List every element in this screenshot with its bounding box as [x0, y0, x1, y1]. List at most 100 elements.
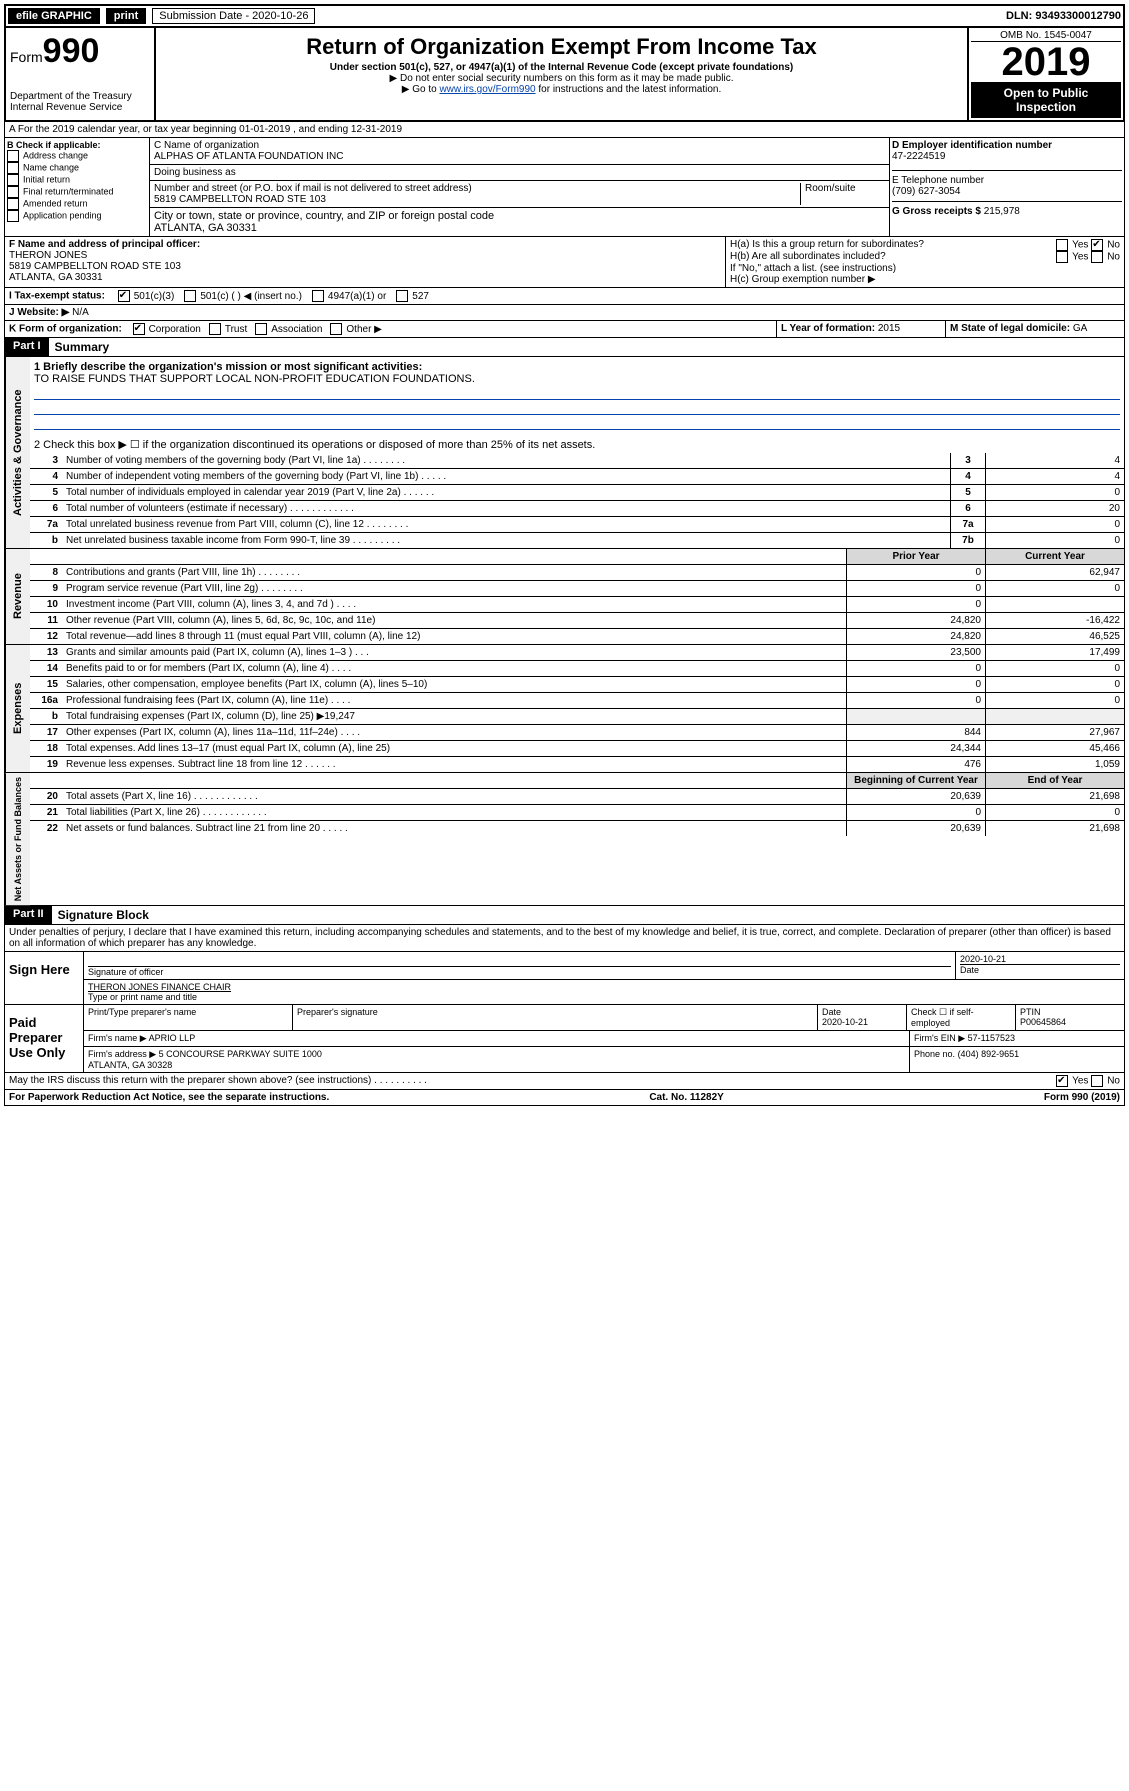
prior-val: 0	[846, 581, 985, 596]
summary-rev: Revenue Prior Year Current Year 8 Contri…	[4, 549, 1125, 645]
officer-label: F Name and address of principal officer:	[9, 239, 721, 250]
current-val: 0	[985, 581, 1124, 596]
efile-badge: efile GRAPHIC	[8, 8, 100, 24]
checkbox-label: Amended return	[23, 198, 88, 208]
hc-label: H(c) Group exemption number ▶	[730, 274, 1120, 285]
status-checkbox[interactable]	[118, 290, 130, 302]
status-checkbox[interactable]	[396, 290, 408, 302]
current-val: 0	[985, 805, 1124, 820]
prep-date-h: Date	[822, 1007, 841, 1017]
line-num: 5	[30, 485, 62, 500]
discuss-no[interactable]	[1091, 1075, 1103, 1087]
print-button[interactable]: print	[106, 8, 146, 24]
section-j: J Website: ▶ N/A	[4, 305, 1125, 321]
col-current: Current Year	[985, 549, 1124, 564]
underline	[34, 402, 1120, 415]
firm-ein: 57-1157523	[968, 1033, 1015, 1043]
line-text: Other expenses (Part IX, column (A), lin…	[62, 725, 846, 740]
part1-title: Summary	[49, 338, 116, 356]
discuss-yes-text: Yes	[1072, 1076, 1088, 1087]
prior-val: 20,639	[846, 789, 985, 804]
line-num: 12	[30, 629, 62, 644]
summary-net: Net Assets or Fund Balances Beginning of…	[4, 773, 1125, 906]
line-num: 7a	[30, 517, 62, 532]
status-opt: 501(c)(3)	[134, 291, 175, 302]
hb-yes[interactable]	[1056, 251, 1068, 263]
current-val: 45,466	[985, 741, 1124, 756]
prior-val: 0	[846, 597, 985, 612]
status-checkbox[interactable]	[312, 290, 324, 302]
note2-pre: ▶ Go to	[402, 84, 440, 95]
line-box: 7a	[950, 517, 985, 532]
checkbox[interactable]	[7, 174, 19, 186]
sign-name-label: Type or print name and title	[88, 992, 1120, 1002]
section-bcd: B Check if applicable: Address changeNam…	[4, 138, 1125, 237]
form-note2: ▶ Go to www.irs.gov/Form990 for instruct…	[160, 84, 963, 95]
firm-addr-l: Firm's address ▶	[88, 1049, 156, 1059]
no-text: No	[1107, 240, 1120, 251]
discuss-yes[interactable]	[1056, 1075, 1068, 1087]
org-checkbox[interactable]	[255, 323, 267, 335]
org-checkbox[interactable]	[209, 323, 221, 335]
current-val: 17,499	[985, 645, 1124, 660]
line-val: 0	[985, 517, 1124, 532]
line-val: 20	[985, 501, 1124, 516]
vert-exp: Expenses	[5, 645, 30, 772]
checkbox[interactable]	[7, 150, 19, 162]
ha-no[interactable]	[1091, 239, 1103, 251]
form990-link[interactable]: www.irs.gov/Form990	[439, 84, 535, 95]
org-checkbox[interactable]	[133, 323, 145, 335]
vert-net: Net Assets or Fund Balances	[5, 773, 30, 905]
line-num: 4	[30, 469, 62, 484]
prior-val: 844	[846, 725, 985, 740]
hb-no[interactable]	[1091, 251, 1103, 263]
checkbox[interactable]	[7, 186, 19, 198]
tax-year: 2019	[971, 42, 1121, 82]
status-checkbox[interactable]	[184, 290, 196, 302]
prior-val: 24,344	[846, 741, 985, 756]
city: ATLANTA, GA 30331	[154, 222, 885, 234]
line-box: 5	[950, 485, 985, 500]
checkbox[interactable]	[7, 210, 19, 222]
status-opt: 501(c) ( ) ◀ (insert no.)	[200, 291, 302, 302]
line-num: 22	[30, 821, 62, 836]
line-val: 4	[985, 453, 1124, 468]
checkbox[interactable]	[7, 162, 19, 174]
ha-label: H(a) Is this a group return for subordin…	[730, 239, 924, 251]
part2-title: Signature Block	[52, 906, 155, 924]
form-note1: ▶ Do not enter social security numbers o…	[160, 73, 963, 84]
line-val: 0	[985, 485, 1124, 500]
section-klm: K Form of organization: CorporationTrust…	[4, 321, 1125, 338]
underline	[34, 387, 1120, 400]
line-num: 20	[30, 789, 62, 804]
current-val: 1,059	[985, 757, 1124, 772]
ha-yes[interactable]	[1056, 239, 1068, 251]
box-c: C Name of organization ALPHAS OF ATLANTA…	[150, 138, 890, 236]
paperwork: For Paperwork Reduction Act Notice, see …	[9, 1092, 329, 1103]
prep-sig-h: Preparer's signature	[293, 1005, 818, 1030]
note2-post: for instructions and the latest informat…	[536, 84, 722, 95]
line-text: Total unrelated business revenue from Pa…	[62, 517, 950, 532]
org-opt: Trust	[225, 324, 247, 335]
prep-check: Check ☐ if self-employed	[907, 1005, 1016, 1030]
current-val	[985, 709, 1124, 724]
underline	[34, 417, 1120, 430]
col-end: End of Year	[985, 773, 1124, 788]
paid-label: Paid Preparer Use Only	[5, 1005, 84, 1072]
checkbox-label: Name change	[23, 162, 79, 172]
city-label: City or town, state or province, country…	[154, 210, 885, 222]
line-num: b	[30, 533, 62, 548]
sign-date: 2020-10-21	[960, 954, 1120, 964]
part1-header: Part I Summary	[4, 338, 1125, 357]
line-text: Professional fundraising fees (Part IX, …	[62, 693, 846, 708]
org-checkbox[interactable]	[330, 323, 342, 335]
vert-gov: Activities & Governance	[5, 357, 30, 548]
line-num: 6	[30, 501, 62, 516]
current-val: 0	[985, 661, 1124, 676]
ein: 47-2224519	[892, 151, 1122, 162]
line-text: Net unrelated business taxable income fr…	[62, 533, 950, 548]
line-num: 13	[30, 645, 62, 660]
line-num: 10	[30, 597, 62, 612]
checkbox[interactable]	[7, 198, 19, 210]
line-text: Revenue less expenses. Subtract line 18 …	[62, 757, 846, 772]
